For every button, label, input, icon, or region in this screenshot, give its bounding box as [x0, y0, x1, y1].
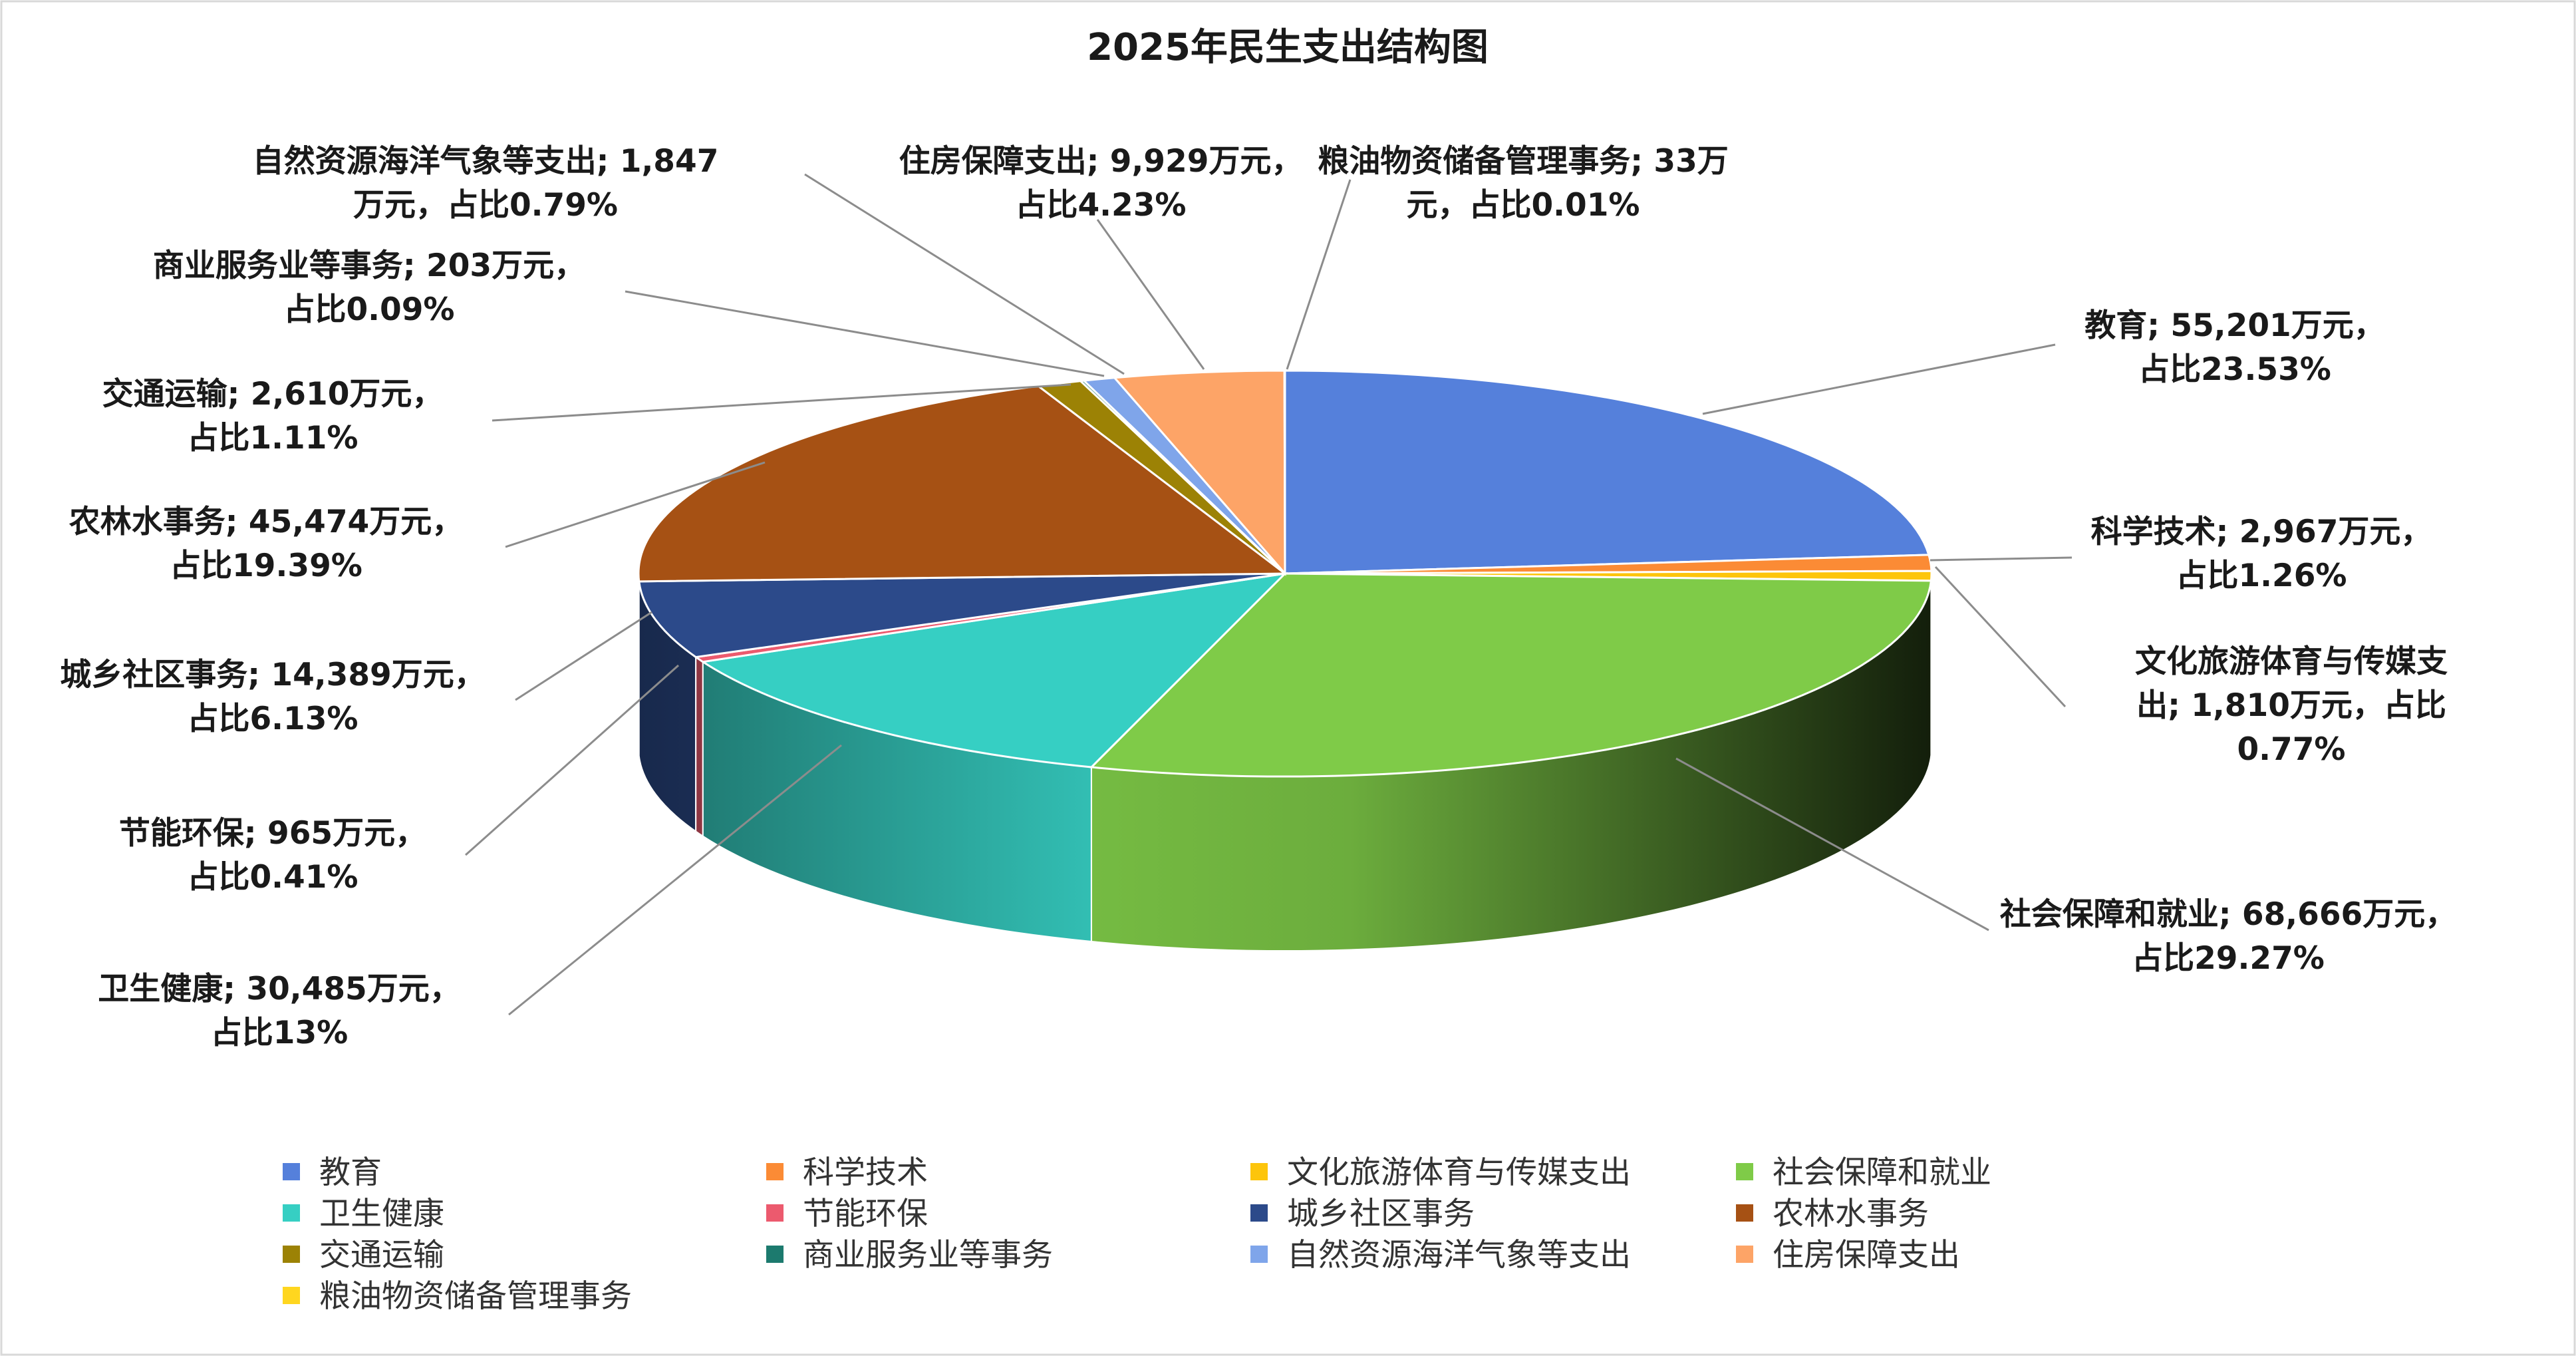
- legend-item-2: 科学技术: [766, 1154, 928, 1191]
- legend-swatch: [1250, 1163, 1268, 1180]
- data-label-6: 占比0.41%: [187, 859, 358, 896]
- data-label-12: 住房保障支出; 9,929万元，: [899, 143, 1303, 180]
- legend-label: 农林水事务: [1773, 1196, 1929, 1232]
- legend-swatch: [766, 1204, 784, 1222]
- legend-label: 教育: [319, 1154, 382, 1191]
- leader-line-2: [1930, 556, 2073, 562]
- leader-line-8: [505, 461, 766, 548]
- legend-swatch: [1736, 1163, 1753, 1180]
- legend-item-1: 教育: [283, 1154, 382, 1191]
- data-label-5: 卫生健康; 30,485万元，: [98, 971, 461, 1007]
- legend-label: 粮油物资储备管理事务: [319, 1278, 632, 1315]
- data-label-7: 占比6.13%: [187, 701, 358, 737]
- data-label-9: 占比1.11%: [187, 420, 358, 456]
- leader-line-7: [515, 611, 652, 701]
- legend-item-8: 农林水事务: [1736, 1196, 1929, 1232]
- legend-label: 节能环保: [803, 1196, 928, 1232]
- data-label-2: 占比1.26%: [2176, 558, 2347, 594]
- pie-side-6: [695, 655, 704, 838]
- data-labels: 教育; 55,201万元， 占比23.53% 科学技术; 2,967万元， 占比1.2…: [60, 143, 2456, 1051]
- legend-label: 商业服务业等事务: [803, 1237, 1053, 1273]
- data-label-10: 商业服务业等事务; 203万元，: [153, 248, 585, 284]
- data-label-3: 文化旅游体育与传媒支: [2135, 643, 2448, 680]
- pie-3d: [637, 369, 1933, 951]
- data-label-11: 万元，占比0.79%: [353, 187, 618, 224]
- legend-item-13: 粮油物资储备管理事务: [283, 1278, 632, 1315]
- pie-slice-1: [1284, 369, 1930, 575]
- data-label-10: 占比0.09%: [283, 291, 454, 328]
- data-label-13: 元，占比0.01%: [1406, 187, 1640, 224]
- data-label-2: 科学技术; 2,967万元，: [2091, 514, 2432, 550]
- data-label-1: 教育; 55,201万元，: [2084, 307, 2385, 344]
- pie-slice-7: [638, 572, 1286, 659]
- pie-slice-5: [700, 572, 1288, 768]
- chart-title: 2025年民生支出结构图: [1087, 26, 1489, 69]
- leader-line-9: [492, 383, 1072, 422]
- pie-slice-4: [1089, 572, 1933, 778]
- leader-line-11: [804, 173, 1125, 375]
- leader-line-10: [625, 290, 1105, 377]
- legend-label: 卫生健康: [319, 1196, 444, 1232]
- data-label-5: 占比13%: [211, 1015, 349, 1051]
- legend-item-9: 交通运输: [283, 1237, 444, 1273]
- legend-item-4: 社会保障和就业: [1736, 1154, 1991, 1191]
- legend-swatch: [283, 1287, 300, 1304]
- data-label-3: 出; 1,810万元，占比: [2136, 687, 2446, 724]
- data-label-6: 节能环保; 965万元，: [119, 815, 426, 852]
- legend-swatch: [1736, 1246, 1753, 1263]
- legend-label: 社会保障和就业: [1773, 1154, 1991, 1191]
- legend-item-11: 自然资源海洋气象等支出: [1250, 1237, 1631, 1273]
- pie-slice-12: [1112, 369, 1286, 577]
- data-label-13: 粮油物资储备管理事务; 33万: [1318, 143, 1729, 180]
- data-label-4: 占比29.27%: [2132, 940, 2325, 977]
- legend-label: 城乡社区事务: [1287, 1196, 1475, 1232]
- legend-label: 文化旅游体育与传媒支出: [1287, 1154, 1631, 1191]
- leader-line-1: [1702, 343, 2056, 415]
- legend-swatch: [283, 1246, 300, 1263]
- legend-item-5: 卫生健康: [283, 1196, 444, 1232]
- legend-label: 自然资源海洋气象等支出: [1287, 1237, 1631, 1273]
- data-label-7: 城乡社区事务; 14,389万元，: [60, 657, 486, 693]
- legend-label: 交通运输: [319, 1237, 444, 1273]
- legend-item-10: 商业服务业等事务: [766, 1237, 1053, 1273]
- pie-slice-8: [637, 385, 1288, 583]
- data-label-11: 自然资源海洋气象等支出; 1,847: [253, 143, 719, 180]
- legend-swatch: [766, 1246, 784, 1263]
- data-label-4: 社会保障和就业; 68,666万元，: [2000, 896, 2457, 933]
- data-label-9: 交通运输; 2,610万元，: [102, 376, 444, 413]
- legend-swatch: [283, 1204, 300, 1222]
- leader-line-3: [1934, 566, 2067, 708]
- legend-swatch: [1250, 1204, 1268, 1222]
- legend-label: 科学技术: [803, 1154, 928, 1191]
- leader-line-6: [465, 664, 679, 856]
- leader-line-5: [508, 744, 842, 1016]
- legend-item-3: 文化旅游体育与传媒支出: [1250, 1154, 1631, 1191]
- legend-swatch: [1250, 1246, 1268, 1263]
- legend-label: 住房保障支出: [1773, 1237, 1960, 1273]
- legend-item-7: 城乡社区事务: [1250, 1196, 1475, 1232]
- data-label-8: 占比19.39%: [170, 548, 362, 584]
- legend-item-12: 住房保障支出: [1736, 1237, 1960, 1273]
- legend-swatch: [1736, 1204, 1753, 1222]
- data-label-3: 0.77%: [2237, 731, 2345, 768]
- leader-line-13: [1286, 179, 1352, 370]
- legend-item-6: 节能环保: [766, 1196, 928, 1232]
- pie-slice-13: [1283, 369, 1286, 574]
- data-label-1: 占比23.53%: [2138, 351, 2331, 388]
- legend-swatch: [766, 1163, 784, 1180]
- data-label-8: 农林水事务; 45,474万元，: [69, 504, 464, 540]
- legend-swatch: [283, 1163, 300, 1180]
- data-label-12: 占比4.23%: [1015, 187, 1186, 224]
- leader-line-4: [1675, 757, 1989, 932]
- leader-line-12: [1096, 219, 1205, 370]
